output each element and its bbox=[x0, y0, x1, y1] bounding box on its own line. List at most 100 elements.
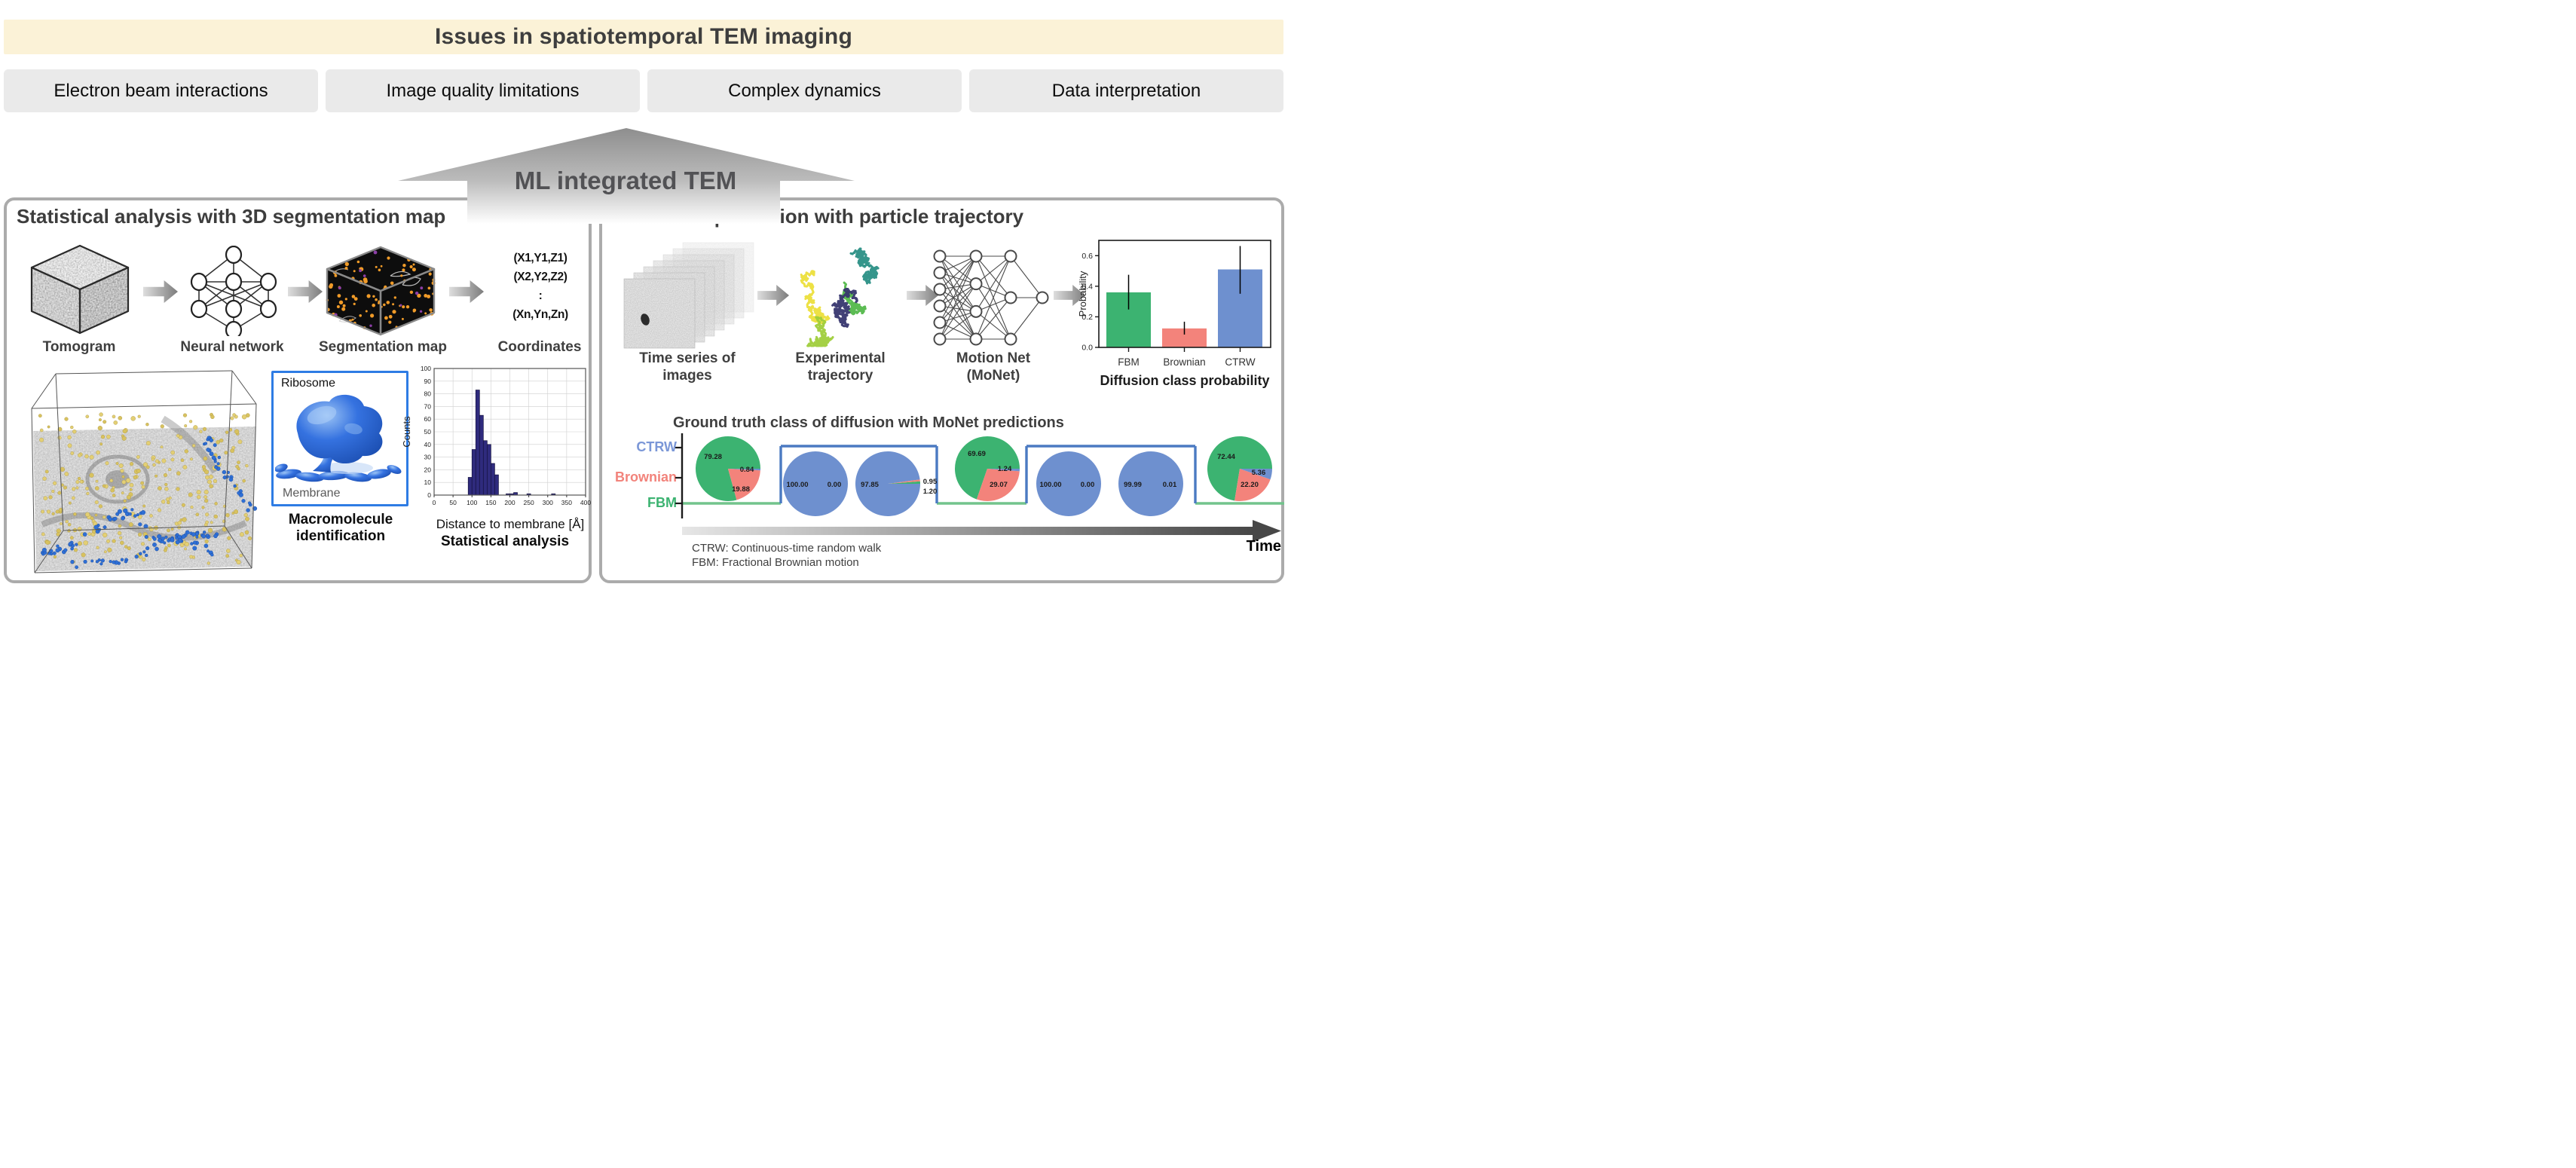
svg-text:40: 40 bbox=[424, 441, 432, 448]
coordinate-line: (X2,Y2,Z2) bbox=[513, 271, 568, 283]
svg-text:0.4: 0.4 bbox=[1081, 282, 1093, 291]
issues-row: Electron beam interactions Image quality… bbox=[4, 69, 1283, 112]
label-motion-net-2: (MoNet) bbox=[966, 368, 1020, 384]
class-label-ctrw: CTRW bbox=[636, 439, 677, 454]
svg-text:79.28: 79.28 bbox=[704, 453, 722, 461]
caption-line: identification bbox=[295, 528, 386, 544]
svg-text:0.95: 0.95 bbox=[923, 478, 938, 486]
issue-box-data-interpretation: Data interpretation bbox=[969, 69, 1283, 112]
class-label-fbm: FBM bbox=[647, 495, 677, 510]
svg-text:70: 70 bbox=[424, 402, 432, 410]
coordinates-list: (X1,Y1,Z1) (X2,Y2,Z2) : (Xn,Yn,Zn) bbox=[488, 249, 592, 324]
svg-text:FBM: FBM bbox=[1118, 356, 1140, 368]
tomogram-3d-render bbox=[31, 370, 258, 573]
svg-text:20: 20 bbox=[424, 466, 432, 473]
svg-text:60: 60 bbox=[424, 415, 432, 423]
histogram-xlabel: Distance to membrane [Å] bbox=[436, 517, 585, 531]
label-neural-network: Neural network bbox=[180, 339, 284, 355]
label-experimental-2: trajectory bbox=[807, 368, 873, 384]
macromolecule-caption: Macromolecule identification bbox=[289, 512, 393, 545]
svg-text:0.84: 0.84 bbox=[740, 466, 754, 474]
macromolecule-box: Ribosome Membrane bbox=[271, 371, 408, 506]
svg-text:400: 400 bbox=[580, 499, 591, 506]
svg-text:0.00: 0.00 bbox=[1081, 481, 1095, 489]
pipeline-arrow-icon bbox=[757, 285, 789, 306]
coordinate-line: (X1,Y1,Z1) bbox=[513, 252, 568, 264]
issues-banner: Issues in spatiotemporal TEM imaging bbox=[4, 20, 1283, 54]
caption-line: Macromolecule bbox=[288, 512, 393, 527]
ml-arrow-shape bbox=[398, 128, 855, 224]
class-label-brownian: Brownian bbox=[614, 469, 677, 485]
svg-text:Brownian: Brownian bbox=[1163, 356, 1205, 368]
label-coordinates: Coordinates bbox=[497, 339, 582, 355]
pipeline-arrow-icon bbox=[288, 280, 323, 303]
svg-text:50: 50 bbox=[424, 428, 432, 436]
svg-text:10: 10 bbox=[424, 479, 432, 486]
statistical-analysis-caption: Statistical analysis bbox=[440, 534, 570, 549]
svg-text:Probability: Probability bbox=[1079, 271, 1088, 316]
membrane-label: Membrane bbox=[283, 487, 341, 500]
svg-text:100.00: 100.00 bbox=[786, 481, 808, 489]
left-panel-title: Statistical analysis with 3D segmentatio… bbox=[17, 205, 446, 228]
pipeline-arrow-icon bbox=[449, 280, 484, 303]
svg-text:350: 350 bbox=[561, 499, 572, 506]
svg-text:250: 250 bbox=[524, 499, 534, 506]
monet-network-diagram bbox=[933, 249, 1049, 346]
svg-text:29.07: 29.07 bbox=[990, 481, 1008, 489]
svg-text:69.69: 69.69 bbox=[968, 450, 986, 458]
svg-text:97.85: 97.85 bbox=[861, 481, 879, 489]
issue-box-electron-beam: Electron beam interactions bbox=[4, 69, 318, 112]
svg-text:300: 300 bbox=[543, 499, 553, 506]
svg-text:99.99: 99.99 bbox=[1124, 481, 1142, 489]
coordinate-line: : bbox=[538, 289, 543, 302]
label-time-series-1: Time series of bbox=[639, 350, 736, 366]
footnote-ctrw: CTRW: Continuous-time random walk bbox=[692, 542, 882, 555]
svg-text:0: 0 bbox=[433, 499, 436, 506]
distance-histogram-chart: 0 50 100 150 200 250 300 350 400 0 10 20 30 40 50 60 70 8… bbox=[401, 365, 591, 506]
svg-text:Counts: Counts bbox=[401, 416, 412, 448]
svg-text:0: 0 bbox=[427, 491, 431, 499]
neural-network-diagram bbox=[190, 246, 277, 336]
svg-text:0.6: 0.6 bbox=[1081, 252, 1093, 261]
svg-text:CTRW: CTRW bbox=[1225, 356, 1256, 368]
svg-text:100.00: 100.00 bbox=[1039, 481, 1061, 489]
diffusion-class-probability-caption: Diffusion class probability bbox=[1100, 373, 1270, 388]
pipeline-arrow-icon bbox=[907, 285, 938, 306]
ribosome-model-image bbox=[275, 394, 402, 482]
svg-text:90: 90 bbox=[424, 378, 432, 385]
segmentation-map-image bbox=[326, 246, 436, 336]
ground-truth-title: Ground truth class of diffusion with MoN… bbox=[673, 414, 1064, 431]
trajectory-image bbox=[800, 247, 880, 347]
svg-text:1.20: 1.20 bbox=[923, 488, 938, 496]
banner-title: Issues in spatiotemporal TEM imaging bbox=[435, 24, 852, 49]
issue-box-image-quality: Image quality limitations bbox=[326, 69, 640, 112]
pipeline-arrow-icon bbox=[143, 280, 178, 303]
svg-text:200: 200 bbox=[504, 499, 515, 506]
svg-text:50: 50 bbox=[449, 499, 457, 506]
footnote-fbm: FBM: Fractional Brownian motion bbox=[692, 556, 859, 569]
svg-text:22.20: 22.20 bbox=[1241, 481, 1259, 489]
time-series-stack-image bbox=[623, 242, 754, 349]
tomogram-image bbox=[30, 244, 130, 335]
label-tomogram: Tomogram bbox=[42, 339, 116, 355]
ml-arrow-label: ML integrated TEM bbox=[514, 167, 737, 194]
time-axis-label: Time bbox=[1246, 538, 1281, 555]
svg-text:1.24: 1.24 bbox=[998, 465, 1012, 473]
monet-timeline-chart: 79.28 19.88 0.84 100.00 0.00 1.20 0.95 97.85 69.… bbox=[675, 433, 1284, 542]
coordinate-line: (Xn,Yn,Zn) bbox=[512, 308, 568, 321]
label-time-series-2: images bbox=[662, 368, 712, 384]
label-motion-net-1: Motion Net bbox=[956, 350, 1031, 366]
figure-page: Issues in spatiotemporal TEM imaging Ele… bbox=[0, 0, 1288, 584]
ribosome-label: Ribosome bbox=[281, 377, 336, 390]
svg-text:80: 80 bbox=[424, 390, 432, 398]
svg-text:150: 150 bbox=[485, 499, 496, 506]
svg-text:0.2: 0.2 bbox=[1081, 313, 1093, 322]
diffusion-probability-chart: 0.0 0.2 0.4 0.6 FBM Brownian CTRW Probability bbox=[1079, 240, 1271, 368]
issue-box-complex-dynamics: Complex dynamics bbox=[647, 69, 962, 112]
pipeline-arrow-icon bbox=[1054, 285, 1085, 306]
svg-text:30: 30 bbox=[424, 454, 432, 461]
label-experimental-1: Experimental bbox=[795, 350, 886, 366]
svg-text:100: 100 bbox=[467, 499, 477, 506]
svg-text:5.36: 5.36 bbox=[1252, 469, 1266, 477]
svg-text:19.88: 19.88 bbox=[732, 485, 750, 494]
